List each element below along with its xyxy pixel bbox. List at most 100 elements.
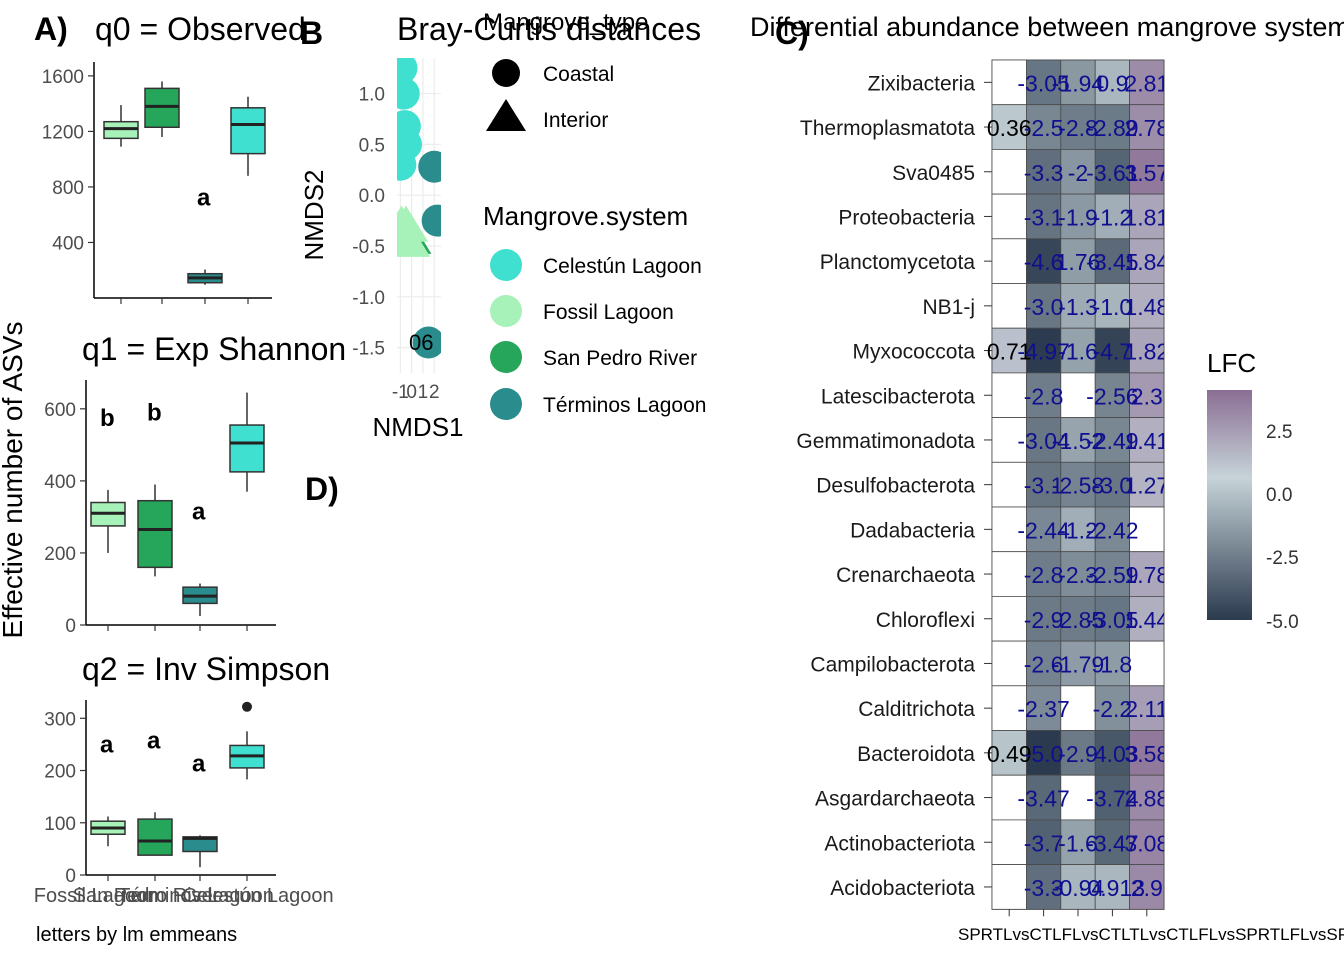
heatmap-cell-label: -3.3 <box>1024 875 1064 901</box>
heatmap-cell-label: -3.0 <box>1093 473 1133 499</box>
heatmap-cell <box>991 461 1027 508</box>
alpha-x-tick-labels: Fossil Lagoon San Pedro River Términos L… <box>34 885 334 907</box>
nmds-x-tick-label: 0 <box>406 382 417 403</box>
lfc-legend: LFC 2.5 0.0 -2.5 -5.0 <box>1207 348 1299 633</box>
y-tick-label: 400 <box>44 472 76 493</box>
heatmap-cell <box>1060 148 1096 195</box>
heatmap-cell-label: 3.58 <box>1124 741 1169 767</box>
heatmap-cell <box>1060 596 1096 642</box>
heatmap-cell-label: -2.8 <box>1024 383 1064 409</box>
box-t-rminos-lagoon: a <box>182 750 218 868</box>
y-tick-label: 800 <box>52 178 84 199</box>
heatmap-cell-label: 0.49 <box>987 741 1032 767</box>
heatmap-cell <box>991 551 1027 597</box>
legend-coastal: Coastal <box>543 63 614 86</box>
nmds-point <box>397 77 420 110</box>
nmds-y-axis-label: NMDS2 <box>299 169 329 260</box>
heatmap-cell <box>1129 551 1165 597</box>
heatmap-cell-label: -2.59 <box>1086 562 1138 588</box>
heatmap-cell <box>1129 685 1165 731</box>
lfc-tick-neg-2-5: -2.5 <box>1266 548 1299 569</box>
heatmap-cell-label: -3.05 <box>1017 70 1069 96</box>
heatmap-cell-label: -3.7 <box>1024 830 1064 856</box>
heatmap-row-label: Calditrichota <box>858 698 975 721</box>
nmds-x-tick-label: -1 <box>392 382 409 403</box>
legend-interior: Interior <box>543 109 608 132</box>
box-t-rminos-lagoon: a <box>187 185 223 285</box>
heatmap-cell <box>1060 59 1096 106</box>
heatmap-cell-label: -3.0 <box>1024 294 1064 320</box>
heatmap-cell-label: -2.9 <box>1058 741 1098 767</box>
legend-fossil-swatch <box>490 295 522 327</box>
panel-label-a: A) <box>34 11 68 47</box>
heatmap-cell <box>1060 819 1096 866</box>
heatmap-cell <box>1129 730 1165 776</box>
heatmap-cell <box>1129 372 1165 418</box>
heatmap-cell-label: 2.81 <box>1124 70 1169 96</box>
heatmap-cell <box>1060 104 1096 150</box>
nmds-x-tick-label: 1 <box>418 382 429 403</box>
heatmap-cell <box>991 730 1027 776</box>
heatmap-cell-label: 1.78 <box>1124 562 1169 588</box>
heatmap-cell <box>1094 193 1130 240</box>
heatmap-cell-label: -0.94 <box>1052 875 1105 901</box>
heatmap-cell <box>1060 506 1096 553</box>
legend-sanpedro-swatch <box>490 341 522 373</box>
heatmap-cell-label: -3.05 <box>1086 607 1138 633</box>
heatmap-cell <box>1129 148 1165 195</box>
heatmap-row-label: Myxococcota <box>852 341 975 364</box>
y-tick-label: 200 <box>44 544 76 565</box>
lfc-tick-2-5: 2.5 <box>1266 422 1292 443</box>
heatmap-cell <box>991 238 1027 284</box>
heatmap-cell-label: -1.2 <box>1058 517 1098 543</box>
box-fossil-lagoon: a <box>90 731 126 847</box>
heatmap-cell <box>991 819 1027 866</box>
heatmap-cell-label: -1.2 <box>1093 204 1133 230</box>
legend-celestun-swatch <box>490 249 522 281</box>
heatmap-cell <box>991 372 1027 418</box>
heatmap-cell-label: 2.88 <box>1124 786 1169 812</box>
box-fossil-lagoon <box>103 105 139 147</box>
heatmap-cell <box>1129 193 1165 240</box>
heatmap-cell-label: 1.27 <box>1124 473 1169 499</box>
heatmap-cell-label: -2.85 <box>1052 607 1104 633</box>
heatmap-cell-label: 1.48 <box>1124 294 1169 320</box>
heatmap-cell <box>1129 238 1165 284</box>
heatmap-row-label: Thermoplasmatota <box>800 117 975 140</box>
nmds-x-tick-label: 2 <box>429 382 440 403</box>
heatmap-cell-label: -1.3 <box>1058 294 1098 320</box>
heatmap-row-label: Crenarchaeota <box>836 564 975 587</box>
panel-label-c: C) <box>775 15 809 51</box>
heatmap-cell-label: -3.3 <box>1024 160 1064 186</box>
significance-letter: a <box>100 731 114 758</box>
significance-letter: b <box>100 405 115 432</box>
heatmap-cell-label: -3.47 <box>1017 786 1069 812</box>
boxplot-panel-1: q1 = Exp Shannon 0 200 400 600 b b a <box>44 331 346 637</box>
x-tick-celestun: Celestún Lagoon <box>182 885 333 907</box>
heatmap-cell <box>1094 104 1130 150</box>
heatmap-cell <box>1060 461 1096 508</box>
boxplot-panel-0: q0 = Observed 400 800 1200 1600 a <box>42 11 306 304</box>
heatmap-cell <box>1129 59 1165 106</box>
heatmap-cell <box>1129 596 1165 642</box>
heatmap-row-label: Campilobacterota <box>810 653 975 676</box>
box-iqr <box>137 499 173 569</box>
box-san-pedro-river: b <box>137 399 173 577</box>
heatmap-cell-label: -3.1 <box>1024 473 1064 499</box>
heatmap-cell <box>991 506 1027 553</box>
heatmap-cell <box>1094 730 1130 776</box>
heatmap-cell-label: -1.6 <box>1058 339 1098 365</box>
nmds-x-axis-label: NMDS1 <box>372 412 463 442</box>
heatmap-row-label: Dadabacteria <box>850 519 975 542</box>
heatmap-cell <box>991 148 1027 195</box>
heatmap-cell <box>1094 685 1130 731</box>
nmds-point <box>397 220 431 257</box>
nmds-point <box>412 326 441 359</box>
nmds-point <box>397 148 417 181</box>
outlier-point <box>242 701 252 712</box>
heatmap-cell-label: -2.44 <box>1017 517 1070 543</box>
boxplot-panel-2: q2 = Inv Simpson 0 100 200 300 a a a <box>44 651 330 887</box>
heatmap-row-label: Desulfobacterota <box>816 475 975 498</box>
legend-circle-marker <box>492 59 520 87</box>
boxplot-title-2: q2 = Inv Simpson <box>82 651 330 687</box>
